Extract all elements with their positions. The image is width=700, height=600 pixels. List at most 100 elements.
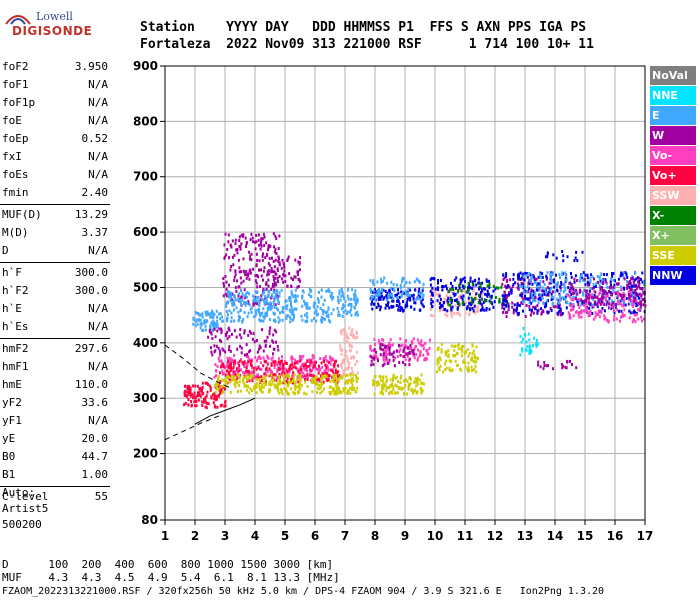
- data-point: [404, 343, 407, 347]
- data-point: [503, 307, 506, 311]
- data-point: [227, 365, 230, 369]
- data-point: [568, 288, 571, 292]
- data-point: [621, 299, 624, 302]
- data-point: [327, 377, 330, 381]
- data-point: [436, 362, 439, 366]
- data-point: [322, 309, 325, 313]
- data-point: [268, 387, 271, 391]
- data-point: [379, 305, 382, 309]
- data-point: [322, 372, 325, 376]
- data-point: [385, 380, 388, 384]
- data-point: [224, 373, 227, 377]
- data-point: [381, 387, 384, 391]
- data-point: [320, 377, 323, 381]
- data-point: [591, 303, 594, 307]
- data-point: [233, 302, 236, 306]
- data-point: [352, 373, 355, 377]
- data-point: [415, 377, 418, 381]
- data-point: [259, 247, 262, 251]
- data-point: [315, 382, 318, 386]
- data-point: [539, 271, 542, 275]
- data-point: [345, 350, 348, 353]
- data-point: [420, 339, 423, 343]
- data-point: [380, 343, 383, 347]
- data-point: [392, 351, 395, 355]
- data-point: [429, 283, 432, 287]
- data-point: [337, 295, 340, 299]
- data-point: [242, 375, 245, 379]
- data-point: [419, 343, 422, 347]
- data-point: [397, 308, 400, 312]
- data-point: [276, 385, 279, 389]
- data-point: [274, 386, 277, 390]
- data-point: [277, 389, 280, 393]
- data-point: [269, 383, 272, 387]
- data-point: [561, 271, 564, 275]
- data-point: [272, 333, 275, 337]
- data-point: [239, 315, 242, 319]
- param-label: yE: [2, 432, 16, 445]
- data-point: [624, 271, 627, 275]
- data-point: [464, 365, 467, 369]
- data-point: [253, 299, 256, 303]
- data-point: [543, 292, 546, 296]
- data-point: [352, 379, 355, 383]
- data-point: [288, 296, 291, 300]
- data-point: [338, 290, 341, 294]
- data-point: [473, 306, 476, 310]
- data-point: [409, 293, 411, 297]
- data-point: [332, 358, 335, 362]
- data-point: [405, 301, 408, 305]
- data-point: [276, 376, 279, 379]
- data-point: [434, 292, 437, 296]
- param-label: yF2: [2, 396, 22, 409]
- data-point: [349, 310, 351, 314]
- data-point: [276, 289, 279, 293]
- data-point: [278, 234, 281, 238]
- data-point: [302, 362, 305, 366]
- data-point: [320, 380, 323, 384]
- data-point: [484, 287, 487, 291]
- data-point: [245, 373, 248, 377]
- data-point: [539, 293, 542, 297]
- data-point: [395, 375, 398, 379]
- data-point: [218, 354, 221, 358]
- data-point: [275, 252, 278, 255]
- data-point: [278, 294, 281, 298]
- data-point: [503, 298, 506, 302]
- data-point: [438, 301, 441, 305]
- data-point: [462, 344, 465, 348]
- data-point: [299, 365, 302, 369]
- data-point: [443, 299, 446, 303]
- data-point: [254, 314, 257, 318]
- data-point: [336, 385, 339, 389]
- data-point: [399, 337, 402, 341]
- param-value: N/A: [88, 244, 108, 257]
- data-point: [481, 306, 484, 310]
- data-point: [457, 289, 459, 293]
- data-point: [209, 312, 212, 316]
- data-point: [528, 282, 531, 286]
- data-point: [578, 315, 581, 319]
- data-point: [267, 278, 270, 282]
- data-point: [472, 349, 475, 353]
- data-point: [402, 379, 405, 383]
- data-point: [329, 385, 332, 389]
- data-point: [470, 357, 473, 361]
- data-point: [541, 272, 544, 276]
- data-point: [421, 389, 424, 393]
- data-point: [415, 277, 418, 281]
- data-point: [241, 292, 244, 296]
- data-point: [283, 380, 286, 384]
- data-point: [230, 291, 233, 295]
- data-point: [373, 348, 376, 352]
- data-point: [559, 296, 562, 300]
- data-point: [383, 362, 386, 366]
- data-point: [217, 378, 220, 382]
- data-point: [382, 387, 385, 391]
- data-point: [634, 310, 636, 314]
- data-point: [279, 311, 281, 315]
- data-point: [523, 278, 526, 282]
- data-point: [370, 302, 373, 306]
- data-point: [183, 394, 186, 397]
